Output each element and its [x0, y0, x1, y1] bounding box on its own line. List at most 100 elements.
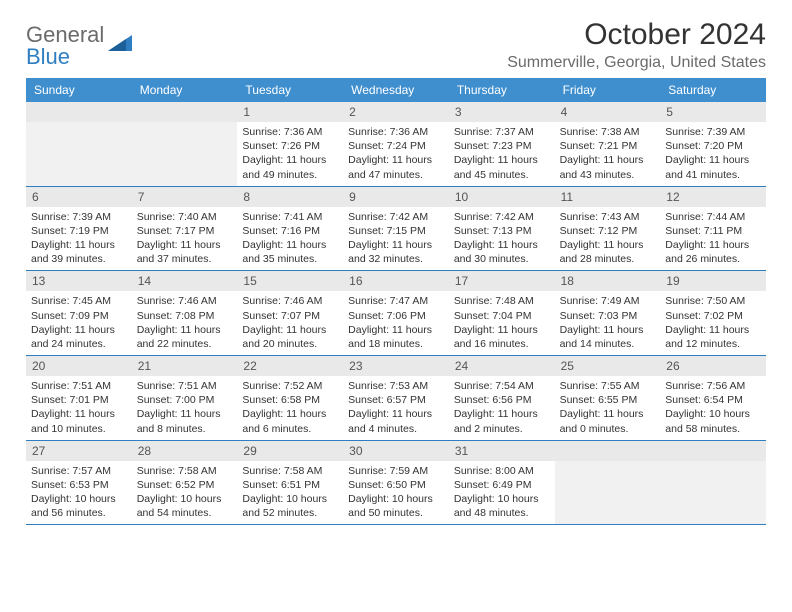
sunrise-line: Sunrise: 7:50 AM [665, 294, 761, 308]
sunset-line: Sunset: 7:11 PM [665, 224, 761, 238]
daylight-line: Daylight: 11 hours and 43 minutes. [560, 153, 656, 181]
daylight-line: Daylight: 11 hours and 24 minutes. [31, 323, 127, 351]
calendar-cell: 26Sunrise: 7:56 AMSunset: 6:54 PMDayligh… [660, 356, 766, 440]
sunset-line: Sunset: 7:08 PM [137, 309, 233, 323]
sunset-line: Sunset: 7:04 PM [454, 309, 550, 323]
sunset-line: Sunset: 7:23 PM [454, 139, 550, 153]
date-number-empty [132, 102, 238, 122]
sun-info: Sunrise: 7:58 AMSunset: 6:52 PMDaylight:… [132, 461, 238, 525]
sunrise-line: Sunrise: 7:38 AM [560, 125, 656, 139]
date-number: 17 [449, 271, 555, 291]
date-number: 10 [449, 187, 555, 207]
daylight-line: Daylight: 11 hours and 20 minutes. [242, 323, 338, 351]
sunrise-line: Sunrise: 7:55 AM [560, 379, 656, 393]
sun-info: Sunrise: 7:37 AMSunset: 7:23 PMDaylight:… [449, 122, 555, 186]
calendar-cell: 16Sunrise: 7:47 AMSunset: 7:06 PMDayligh… [343, 271, 449, 355]
calendar-cell: 28Sunrise: 7:58 AMSunset: 6:52 PMDayligh… [132, 441, 238, 525]
date-number-empty [26, 102, 132, 122]
daylight-line: Daylight: 11 hours and 2 minutes. [454, 407, 550, 435]
sunset-line: Sunset: 7:15 PM [348, 224, 444, 238]
date-number: 15 [237, 271, 343, 291]
day-header: Monday [132, 78, 238, 102]
calendar-cell: 6Sunrise: 7:39 AMSunset: 7:19 PMDaylight… [26, 187, 132, 271]
sun-info: Sunrise: 7:48 AMSunset: 7:04 PMDaylight:… [449, 291, 555, 355]
sunset-line: Sunset: 7:06 PM [348, 309, 444, 323]
sunrise-line: Sunrise: 7:45 AM [31, 294, 127, 308]
daylight-line: Daylight: 11 hours and 35 minutes. [242, 238, 338, 266]
daylight-line: Daylight: 10 hours and 56 minutes. [31, 492, 127, 520]
date-number: 21 [132, 356, 238, 376]
logo: General Blue [26, 18, 136, 68]
title-block: October 2024 Summerville, Georgia, Unite… [507, 18, 766, 72]
date-number: 22 [237, 356, 343, 376]
daylight-line: Daylight: 11 hours and 12 minutes. [665, 323, 761, 351]
date-number-empty [555, 441, 661, 461]
calendar-cell: 24Sunrise: 7:54 AMSunset: 6:56 PMDayligh… [449, 356, 555, 440]
sunrise-line: Sunrise: 7:42 AM [454, 210, 550, 224]
calendar-cell: 14Sunrise: 7:46 AMSunset: 7:08 PMDayligh… [132, 271, 238, 355]
sunrise-line: Sunrise: 7:43 AM [560, 210, 656, 224]
sun-info: Sunrise: 7:38 AMSunset: 7:21 PMDaylight:… [555, 122, 661, 186]
date-number: 23 [343, 356, 449, 376]
date-number: 2 [343, 102, 449, 122]
calendar-cell: 19Sunrise: 7:50 AMSunset: 7:02 PMDayligh… [660, 271, 766, 355]
sunset-line: Sunset: 7:17 PM [137, 224, 233, 238]
daylight-line: Daylight: 11 hours and 32 minutes. [348, 238, 444, 266]
calendar-cell: 9Sunrise: 7:42 AMSunset: 7:15 PMDaylight… [343, 187, 449, 271]
sunrise-line: Sunrise: 7:58 AM [137, 464, 233, 478]
calendar-cell-empty [555, 441, 661, 525]
date-number: 28 [132, 441, 238, 461]
sunset-line: Sunset: 6:52 PM [137, 478, 233, 492]
sunrise-line: Sunrise: 7:51 AM [137, 379, 233, 393]
sunrise-line: Sunrise: 7:57 AM [31, 464, 127, 478]
date-number: 6 [26, 187, 132, 207]
triangle-icon [108, 33, 136, 58]
calendar-cell: 3Sunrise: 7:37 AMSunset: 7:23 PMDaylight… [449, 102, 555, 186]
sunrise-line: Sunrise: 7:41 AM [242, 210, 338, 224]
sunrise-line: Sunrise: 7:48 AM [454, 294, 550, 308]
day-header-row: SundayMondayTuesdayWednesdayThursdayFrid… [26, 78, 766, 102]
calendar-cell: 1Sunrise: 7:36 AMSunset: 7:26 PMDaylight… [237, 102, 343, 186]
daylight-line: Daylight: 11 hours and 16 minutes. [454, 323, 550, 351]
date-number: 8 [237, 187, 343, 207]
page-header: General Blue October 2024 Summerville, G… [26, 18, 766, 72]
daylight-line: Daylight: 10 hours and 50 minutes. [348, 492, 444, 520]
daylight-line: Daylight: 10 hours and 48 minutes. [454, 492, 550, 520]
calendar-cell: 29Sunrise: 7:58 AMSunset: 6:51 PMDayligh… [237, 441, 343, 525]
calendar-cell: 5Sunrise: 7:39 AMSunset: 7:20 PMDaylight… [660, 102, 766, 186]
sunrise-line: Sunrise: 7:46 AM [137, 294, 233, 308]
sunset-line: Sunset: 7:13 PM [454, 224, 550, 238]
daylight-line: Daylight: 10 hours and 52 minutes. [242, 492, 338, 520]
sunrise-line: Sunrise: 7:36 AM [348, 125, 444, 139]
sunset-line: Sunset: 7:07 PM [242, 309, 338, 323]
calendar-cell: 11Sunrise: 7:43 AMSunset: 7:12 PMDayligh… [555, 187, 661, 271]
sunrise-line: Sunrise: 7:37 AM [454, 125, 550, 139]
daylight-line: Daylight: 11 hours and 18 minutes. [348, 323, 444, 351]
sunrise-line: Sunrise: 8:00 AM [454, 464, 550, 478]
sunset-line: Sunset: 6:49 PM [454, 478, 550, 492]
sun-info: Sunrise: 7:49 AMSunset: 7:03 PMDaylight:… [555, 291, 661, 355]
sunset-line: Sunset: 6:58 PM [242, 393, 338, 407]
location-label: Summerville, Georgia, United States [507, 54, 766, 72]
sunrise-line: Sunrise: 7:56 AM [665, 379, 761, 393]
sunset-line: Sunset: 6:54 PM [665, 393, 761, 407]
daylight-line: Daylight: 11 hours and 6 minutes. [242, 407, 338, 435]
date-number: 7 [132, 187, 238, 207]
sunrise-line: Sunrise: 7:39 AM [31, 210, 127, 224]
sunset-line: Sunset: 7:01 PM [31, 393, 127, 407]
sunrise-line: Sunrise: 7:47 AM [348, 294, 444, 308]
sunset-line: Sunset: 7:12 PM [560, 224, 656, 238]
daylight-line: Daylight: 11 hours and 14 minutes. [560, 323, 656, 351]
day-header: Tuesday [237, 78, 343, 102]
month-title: October 2024 [507, 18, 766, 52]
daylight-line: Daylight: 11 hours and 28 minutes. [560, 238, 656, 266]
sunrise-line: Sunrise: 7:42 AM [348, 210, 444, 224]
sun-info: Sunrise: 7:52 AMSunset: 6:58 PMDaylight:… [237, 376, 343, 440]
sun-info: Sunrise: 7:58 AMSunset: 6:51 PMDaylight:… [237, 461, 343, 525]
sun-info: Sunrise: 7:50 AMSunset: 7:02 PMDaylight:… [660, 291, 766, 355]
date-number: 4 [555, 102, 661, 122]
sun-info: Sunrise: 7:56 AMSunset: 6:54 PMDaylight:… [660, 376, 766, 440]
date-number: 29 [237, 441, 343, 461]
daylight-line: Daylight: 11 hours and 8 minutes. [137, 407, 233, 435]
date-number: 1 [237, 102, 343, 122]
